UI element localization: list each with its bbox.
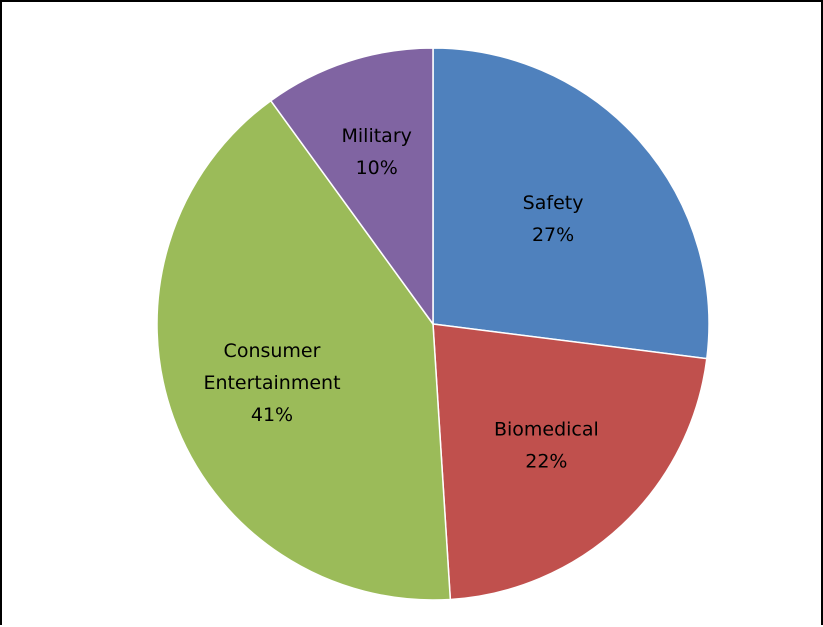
slice-name: Military bbox=[342, 125, 412, 147]
slice-name: Biomedical bbox=[494, 419, 599, 441]
slice-biomedical bbox=[432, 323, 708, 601]
slice-name: Consumer bbox=[224, 340, 321, 362]
pie-slices bbox=[156, 47, 710, 601]
slice-label-safety: Safety 27% bbox=[523, 192, 584, 246]
slice-percent: 41% bbox=[251, 404, 293, 426]
slice-percent: 22% bbox=[525, 451, 567, 473]
slice-percent: 27% bbox=[532, 224, 574, 246]
slice-label-military: Military 10% bbox=[342, 125, 412, 179]
slice-label-consumer-entertainment: Consumer Entertainment 41% bbox=[203, 340, 340, 426]
slice-consumer-entertainment bbox=[156, 99, 452, 601]
slice-military bbox=[269, 47, 434, 327]
slice-name: Safety bbox=[523, 192, 584, 214]
slice-label-biomedical: Biomedical 22% bbox=[494, 419, 599, 473]
slice-percent: 10% bbox=[356, 157, 398, 179]
slice-name: Entertainment bbox=[203, 372, 340, 394]
slice-safety bbox=[432, 47, 710, 360]
pie-labels: Safety 27% Biomedical 22% Consumer Entertainm… bbox=[203, 125, 598, 473]
